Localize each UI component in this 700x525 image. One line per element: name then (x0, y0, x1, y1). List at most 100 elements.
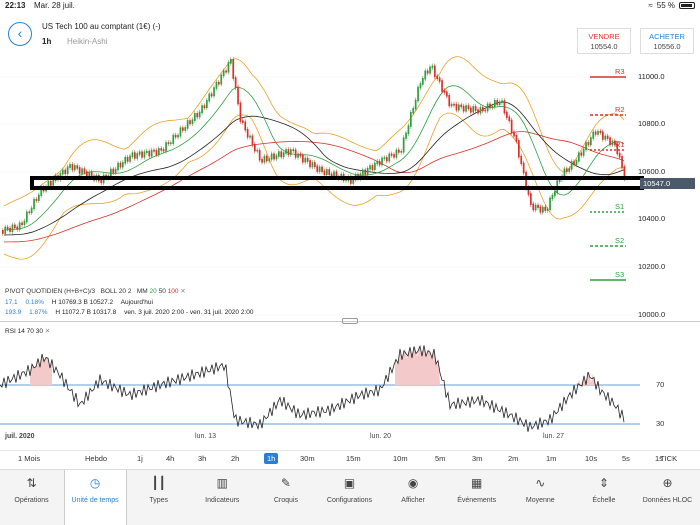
indicator-legend[interactable]: PIVOT QUOTIDIEN (H+B+C)/3 BOLL 20 2 MM 2… (5, 287, 186, 295)
timeframe-2h[interactable]: 2h (231, 454, 240, 463)
timeframe-1s[interactable]: 1s (655, 454, 663, 463)
tab-label: Moyenne (525, 497, 555, 504)
candle-body (189, 120, 191, 125)
timeframe-15m[interactable]: 15m (346, 454, 361, 463)
candle-body (537, 204, 539, 208)
candle-body (134, 152, 136, 159)
timeframe-1m[interactable]: 1m (546, 454, 557, 463)
timeframe-4h[interactable]: 4h (166, 454, 175, 463)
candle-body (129, 155, 131, 162)
tab-layout[interactable]: ▣ Configurations (318, 470, 381, 525)
candle-body (146, 150, 148, 153)
candle-body (249, 135, 251, 138)
timeframe-2m[interactable]: 2m (508, 454, 519, 463)
candle-body (117, 162, 119, 171)
candle-body (158, 148, 160, 156)
sell-label: VENDRE (588, 32, 620, 41)
candle-body (436, 75, 439, 80)
candle-body (450, 103, 453, 107)
tab-arrows[interactable]: ⇅ Opérations (0, 470, 63, 525)
candle-body (242, 120, 244, 123)
instrument-title[interactable]: US Tech 100 au comptant (1€) (-) (42, 22, 161, 31)
pivot-r3-label: R3 (615, 67, 625, 76)
timeframe-3h[interactable]: 3h (198, 454, 207, 463)
candle-body (203, 105, 206, 109)
timeframe-10m[interactable]: 10m (393, 454, 408, 463)
candle-body (395, 149, 398, 158)
candle-body (16, 226, 19, 230)
timeframe-hebdo[interactable]: Hebdo (85, 454, 108, 463)
candle-body (160, 148, 163, 151)
tab-average[interactable]: ∿ Moyenne (509, 470, 572, 525)
candle-body (573, 161, 575, 166)
candle-body (465, 105, 467, 112)
buy-label: ACHETER (649, 32, 685, 41)
candle-body (410, 112, 412, 127)
rsi-chart[interactable]: 70 30 (0, 335, 700, 435)
candle-body (213, 87, 215, 97)
candle-body (623, 166, 626, 180)
tab-calendar[interactable]: ▦ Événements (445, 470, 508, 525)
candle-body (302, 154, 304, 163)
candle-body (126, 156, 129, 162)
change-percent: 1.87% (29, 309, 48, 316)
pivot-levels: R3 R2 R1 S1 S2 S3 (590, 67, 626, 281)
close-icon[interactable]: ✕ (180, 288, 186, 295)
candle-body (297, 153, 299, 158)
candle-body (52, 179, 55, 186)
buy-button[interactable]: ACHETER 10556.0 (640, 28, 694, 54)
timeframe-30m[interactable]: 30m (300, 454, 315, 463)
price-tick-label: 11000.0 (638, 72, 665, 81)
candle-body (136, 153, 139, 159)
candle-body (568, 168, 571, 172)
candle-body (208, 93, 211, 102)
close-icon[interactable]: ✕ (44, 328, 51, 335)
candle-body (280, 151, 283, 158)
tab-scale[interactable]: ⇕ Échelle (572, 470, 635, 525)
timeframe-5m[interactable]: 5m (435, 454, 446, 463)
candle-body (76, 165, 79, 169)
tab-pencil[interactable]: ✎ Croquis (254, 470, 317, 525)
battery-percent: 55 % (656, 1, 675, 10)
pane-resize-handle[interactable] (342, 318, 358, 324)
chevron-left-icon: ‹ (17, 25, 23, 41)
price-chart[interactable]: R3 R2 R1 S1 S2 S3 (0, 40, 700, 340)
timeframe-10s[interactable]: 10s (585, 454, 598, 463)
tab-clock[interactable]: ◷ Unité de temps (63, 470, 127, 525)
candle-body (38, 194, 40, 201)
candle-body (604, 135, 607, 140)
sell-button[interactable]: VENDRE 10554.0 (577, 28, 631, 54)
candle-body (462, 105, 465, 112)
candle-body (162, 149, 165, 152)
timeframe-1-mois[interactable]: 1 Mois (18, 454, 41, 463)
tab-eye[interactable]: ◉ Afficher (382, 470, 445, 525)
candle-body (614, 140, 616, 145)
mm-100-legend: 100 (167, 288, 179, 295)
candle-body (431, 65, 434, 69)
candle-body (232, 58, 235, 79)
date-tick-label: juil. 2020 (5, 433, 35, 440)
timeframe-1h[interactable]: 1h (264, 453, 279, 464)
candle-body (81, 168, 83, 174)
tab-candles[interactable]: ┃┃ Types (127, 470, 190, 525)
timeframe-3m[interactable]: 3m (472, 454, 483, 463)
timeframe-5s[interactable]: 5s (622, 454, 630, 463)
tab-indicators[interactable]: ▥ Indicateurs (191, 470, 254, 525)
candle-body (273, 153, 275, 160)
candle-body (606, 135, 609, 139)
candle-body (494, 100, 496, 108)
candle-body (503, 100, 506, 114)
candle-body (251, 135, 254, 146)
candle-body (398, 149, 400, 153)
candle-body (275, 155, 278, 160)
back-button[interactable]: ‹ (8, 22, 32, 46)
candle-body (148, 150, 151, 157)
timeframe-tick[interactable]: TICK (660, 454, 678, 463)
rsi-legend[interactable]: RSI 14 70 30 ✕ (5, 327, 50, 335)
candle-body (597, 130, 599, 135)
candle-body (141, 151, 143, 158)
candle-body (482, 107, 484, 112)
tab-crosshair[interactable]: ⊕ Données HLOC (636, 470, 699, 525)
candle-body (554, 191, 556, 197)
timeframe-1j[interactable]: 1j (137, 454, 143, 463)
